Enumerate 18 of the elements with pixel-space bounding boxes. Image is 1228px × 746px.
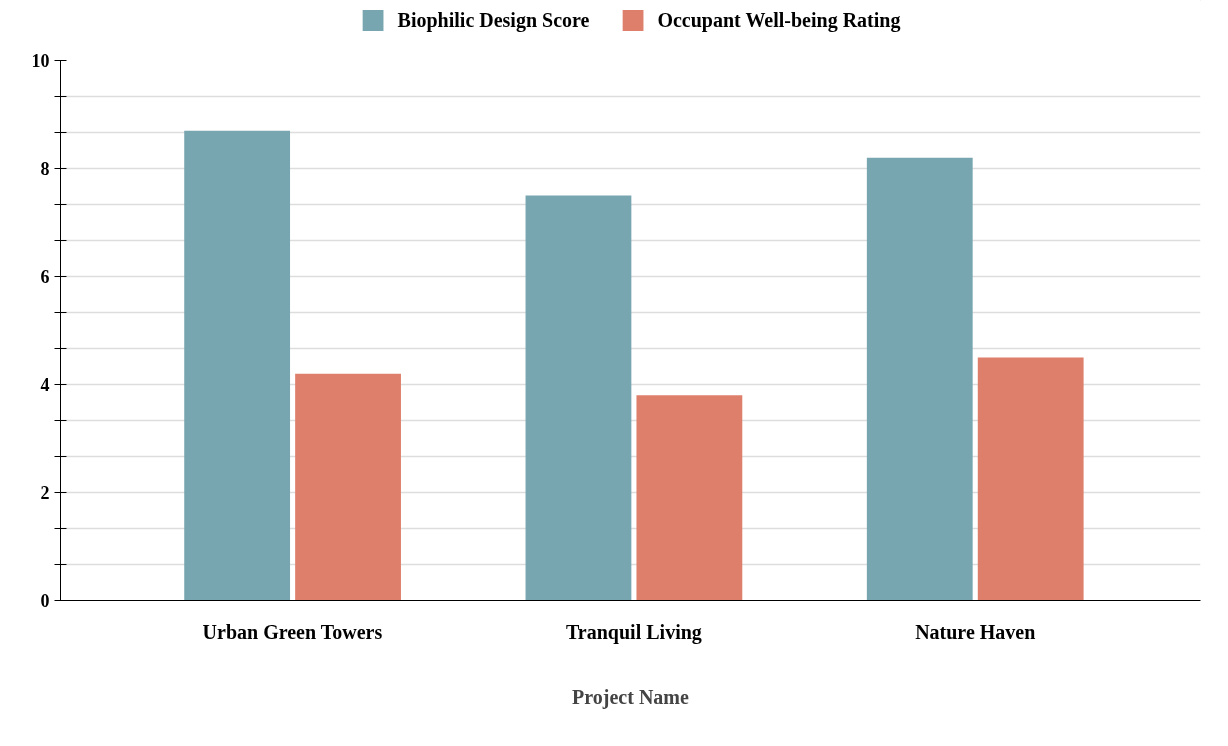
x-axis-title: Project Name — [572, 685, 690, 709]
y-tick-label: 0 — [40, 591, 50, 611]
bar — [636, 395, 743, 601]
x-tick-label: Urban Green Towers — [202, 620, 383, 643]
legend-label: Biophilic Design Score — [397, 8, 590, 32]
x-tick-label: Tranquil Living — [566, 620, 702, 644]
bar — [295, 373, 401, 601]
y-tick-label: 2 — [40, 483, 50, 503]
y-tick-label: 6 — [40, 267, 50, 287]
y-tick-label: 8 — [40, 159, 50, 179]
bar — [977, 357, 1084, 601]
legend-label: Occupant Well-being Rating — [657, 8, 901, 32]
y-tick-label: 10 — [31, 51, 50, 71]
bar — [184, 130, 291, 601]
bar — [866, 157, 973, 601]
x-tick-label: Nature Haven — [915, 620, 1036, 643]
y-tick-label: 4 — [40, 375, 50, 395]
bar — [525, 195, 632, 601]
